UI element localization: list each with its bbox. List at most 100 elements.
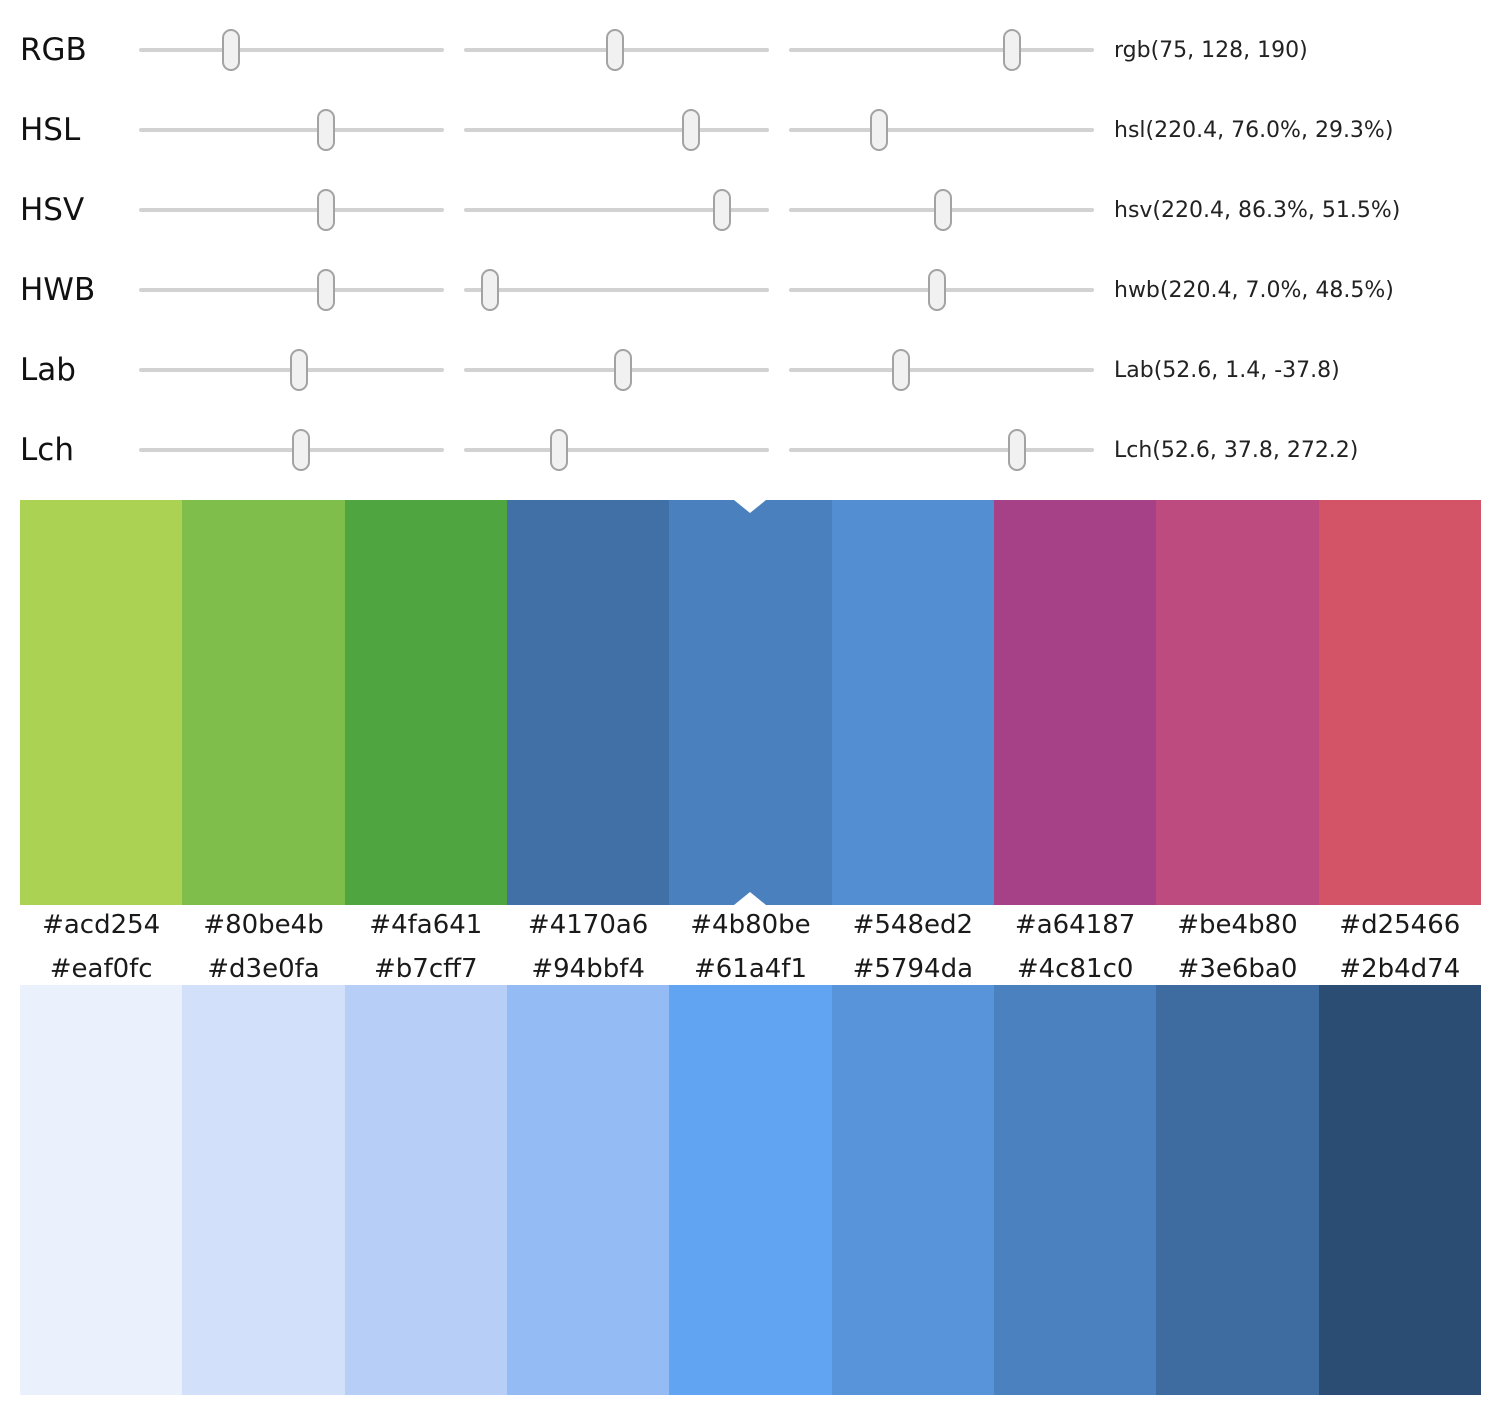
rgb-slider-r-track[interactable]: [139, 48, 444, 52]
hsv-slider-h-thumb[interactable]: [316, 189, 335, 231]
hsv-slider-s-track[interactable]: [464, 208, 769, 212]
lab-slider-l: [139, 330, 444, 410]
rgb-slider-g: [464, 10, 769, 90]
hwb-label: HWB: [20, 272, 96, 308]
lab-label: Lab: [20, 352, 76, 388]
hsl-slider-l-track[interactable]: [789, 128, 1094, 132]
hue-hex-label-0: #acd254: [42, 910, 161, 940]
hue-swatch-2[interactable]: [344, 500, 507, 905]
shade-hex-label-6: #4c81c0: [1016, 954, 1134, 984]
shade-swatch-3[interactable]: [506, 985, 670, 1395]
rgb-slider-b-thumb[interactable]: [1002, 29, 1021, 71]
hue-palette: [20, 500, 1481, 905]
hue-hex-label-5: #548ed2: [852, 910, 974, 940]
lab-slider-b-track[interactable]: [789, 368, 1094, 372]
shade-hex-label-0: #eaf0fc: [49, 954, 153, 984]
hsl-slider-l-thumb[interactable]: [869, 109, 888, 151]
shade-hex-label-1: #d3e0fa: [207, 954, 320, 984]
hsv-slider-s-thumb[interactable]: [712, 189, 731, 231]
hsv-slider-h-track[interactable]: [139, 208, 444, 212]
hue-hex-label-6: #a64187: [1014, 910, 1136, 940]
hwb-slider-w: [464, 250, 769, 330]
slider-row-hwb: HWB hwb(220.4, 7.0%, 48.5%): [0, 250, 1501, 330]
slider-row-rgb: RGB rgb(75, 128, 190): [0, 10, 1501, 90]
rgb-slider-b-track[interactable]: [789, 48, 1094, 52]
rgb-label: RGB: [20, 32, 87, 68]
rgb-value: rgb(75, 128, 190): [1114, 37, 1308, 63]
hsl-slider-h-track[interactable]: [139, 128, 444, 132]
hwb-slider-w-thumb[interactable]: [480, 269, 499, 311]
hsv-label: HSV: [20, 192, 85, 228]
hue-swatch-3[interactable]: [506, 500, 670, 905]
shade-swatch-4[interactable]: [669, 985, 832, 1395]
hsl-label: HSL: [20, 112, 81, 148]
lch-slider-l-track[interactable]: [139, 448, 444, 452]
lch-value: Lch(52.6, 37.8, 272.2): [1114, 437, 1359, 463]
lab-slider-a-thumb[interactable]: [613, 349, 632, 391]
hue-swatch-5[interactable]: [831, 500, 994, 905]
hsl-slider-s-track[interactable]: [464, 128, 769, 132]
hwb-slider-h-track[interactable]: [139, 288, 444, 292]
hwb-slider-h: [139, 250, 444, 330]
slider-row-hsl: HSL hsl(220.4, 76.0%, 29.3%): [0, 90, 1501, 170]
shade-hex-label-4: #61a4f1: [693, 954, 807, 984]
hue-hex-labels: #acd254 #80be4b #4fa641 #4170a6 #4b80be …: [20, 905, 1481, 945]
rgb-slider-b: [789, 10, 1094, 90]
lch-slider-c-thumb[interactable]: [550, 429, 569, 471]
hsl-value: hsl(220.4, 76.0%, 29.3%): [1114, 117, 1394, 143]
hue-swatch-1[interactable]: [182, 500, 345, 905]
hsl-slider-s-thumb[interactable]: [682, 109, 701, 151]
lch-slider-h: [789, 410, 1094, 490]
shade-hex-label-8: #2b4d74: [1339, 954, 1461, 984]
hwb-slider-b: [789, 250, 1094, 330]
hwb-slider-w-track[interactable]: [464, 288, 769, 292]
shade-swatch-1[interactable]: [182, 985, 345, 1395]
shade-hex-labels: #eaf0fc #d3e0fa #b7cff7 #94bbf4 #61a4f1 …: [20, 945, 1481, 985]
shade-swatch-7[interactable]: [1156, 985, 1319, 1395]
shade-palette: [20, 985, 1481, 1395]
rgb-slider-g-thumb[interactable]: [605, 29, 624, 71]
lab-slider-b-thumb[interactable]: [891, 349, 910, 391]
lch-slider-l-thumb[interactable]: [291, 429, 310, 471]
hsv-slider-s: [464, 170, 769, 250]
lch-slider-h-track[interactable]: [789, 448, 1094, 452]
shade-hex-label-3: #94bbf4: [531, 954, 645, 984]
slider-row-hsv: HSV hsv(220.4, 86.3%, 51.5%): [0, 170, 1501, 250]
lab-slider-l-thumb[interactable]: [289, 349, 308, 391]
hwb-slider-h-thumb[interactable]: [316, 269, 335, 311]
slider-row-lab: Lab Lab(52.6, 1.4, -37.8): [0, 330, 1501, 410]
hsv-value: hsv(220.4, 86.3%, 51.5%): [1114, 197, 1401, 223]
hue-hex-label-4: #4b80be: [690, 910, 811, 940]
shade-hex-label-2: #b7cff7: [374, 954, 478, 984]
lch-slider-c-track[interactable]: [464, 448, 769, 452]
hsl-slider-l: [789, 90, 1094, 170]
rgb-slider-r-thumb[interactable]: [221, 29, 240, 71]
hsl-slider-h: [139, 90, 444, 170]
hue-swatch-8[interactable]: [1318, 500, 1481, 905]
hsv-slider-v-thumb[interactable]: [934, 189, 953, 231]
selected-color-marker-bottom: [734, 892, 767, 905]
hwb-value: hwb(220.4, 7.0%, 48.5%): [1114, 277, 1394, 303]
hue-hex-label-1: #80be4b: [203, 910, 324, 940]
shade-swatch-5[interactable]: [831, 985, 994, 1395]
shade-swatch-0[interactable]: [20, 985, 183, 1395]
hsl-slider-h-thumb[interactable]: [316, 109, 335, 151]
shade-swatch-6[interactable]: [993, 985, 1157, 1395]
hwb-slider-b-thumb[interactable]: [927, 269, 946, 311]
lch-label: Lch: [20, 432, 74, 468]
hsv-slider-h: [139, 170, 444, 250]
shade-hex-label-7: #3e6ba0: [1177, 954, 1298, 984]
hue-hex-label-8: #d25466: [1339, 910, 1461, 940]
hue-swatch-4-selected[interactable]: [669, 500, 832, 905]
shade-hex-label-5: #5794da: [852, 954, 973, 984]
colorspace-sliders-panel: RGB rgb(75, 128, 190) HSL hsl(220.4,: [0, 0, 1501, 490]
shade-swatch-8[interactable]: [1318, 985, 1481, 1395]
hsl-slider-s: [464, 90, 769, 170]
shade-swatch-2[interactable]: [344, 985, 507, 1395]
lch-slider-h-thumb[interactable]: [1007, 429, 1026, 471]
hue-swatch-0[interactable]: [20, 500, 183, 905]
lch-slider-l: [139, 410, 444, 490]
hue-swatch-7[interactable]: [1156, 500, 1319, 905]
rgb-slider-r: [139, 10, 444, 90]
hue-swatch-6[interactable]: [993, 500, 1157, 905]
